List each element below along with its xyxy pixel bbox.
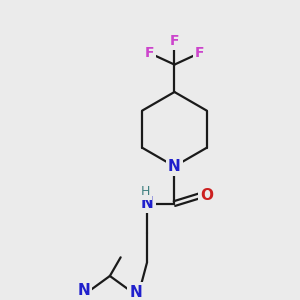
Text: F: F xyxy=(170,34,179,48)
Text: N: N xyxy=(141,196,153,211)
Text: F: F xyxy=(144,46,154,60)
Text: N: N xyxy=(130,285,142,300)
Text: F: F xyxy=(195,46,205,60)
Text: N: N xyxy=(168,159,181,174)
Text: H: H xyxy=(140,185,150,198)
Text: O: O xyxy=(200,188,213,203)
Text: N: N xyxy=(77,283,90,298)
